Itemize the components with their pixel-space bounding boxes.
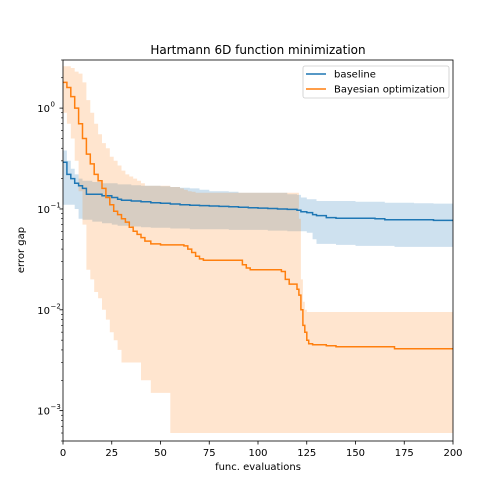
y-axis-label: error gap — [16, 227, 27, 273]
y-tick-label: 10 — [37, 205, 50, 216]
x-tick-label: 75 — [203, 448, 216, 459]
y-tick-exponent: −3 — [51, 403, 61, 411]
y-tick-label: 10 — [37, 104, 50, 115]
confidence-bands — [63, 66, 453, 434]
series-line-1 — [63, 81, 453, 350]
x-tick-label: 0 — [60, 448, 66, 459]
y-tick-label: 10 — [37, 306, 50, 317]
x-tick-label: 175 — [395, 448, 414, 459]
series-lines — [63, 81, 453, 350]
x-tick-label: 200 — [443, 448, 462, 459]
chart-title: Hartmann 6D function minimization — [150, 43, 365, 57]
x-tick-label: 125 — [297, 448, 316, 459]
legend: baseline Bayesian optimization — [302, 65, 450, 99]
x-axis-label: func. evaluations — [215, 462, 301, 473]
x-tick-label: 150 — [346, 448, 365, 459]
x-tick-label: 25 — [105, 448, 118, 459]
confidence-band-0 — [63, 150, 453, 247]
legend-label: Bayesian optimization — [334, 85, 445, 96]
y-tick-exponent: −1 — [51, 201, 61, 209]
legend-box — [302, 65, 450, 99]
y-tick-exponent: −2 — [51, 302, 61, 310]
y-tick-exponent: 0 — [51, 101, 55, 109]
legend-label: baseline — [334, 70, 376, 81]
confidence-band-1 — [63, 66, 453, 434]
x-tick-label: 50 — [154, 448, 167, 459]
y-tick-label: 10 — [37, 407, 50, 418]
series-line-0 — [63, 161, 453, 222]
x-axis-ticks: 0 25 50 75 100 125 150 175 200 — [60, 441, 463, 459]
x-tick-label: 100 — [248, 448, 267, 459]
